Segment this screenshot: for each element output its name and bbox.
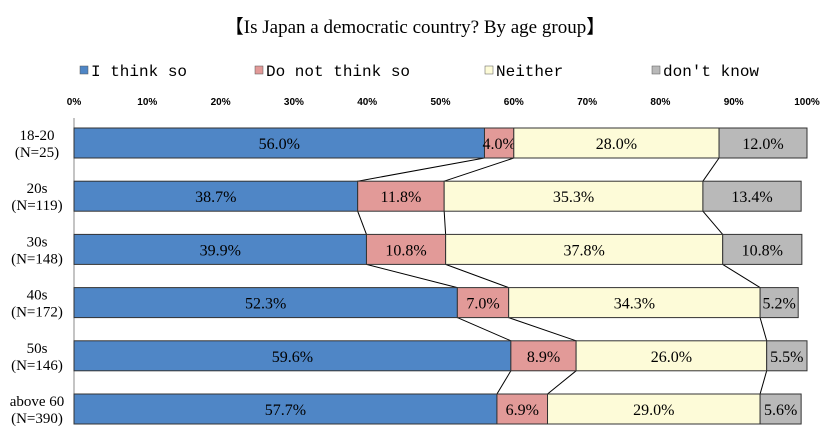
category-label: 18-20 bbox=[20, 128, 55, 144]
x-tick-label: 20% bbox=[211, 97, 231, 108]
data-label: 5.2% bbox=[762, 296, 795, 313]
series-line bbox=[357, 211, 367, 235]
data-label: 11.8% bbox=[381, 189, 422, 206]
category-label: (N=148) bbox=[11, 251, 63, 267]
x-tick-label: 70% bbox=[577, 97, 597, 108]
series-line bbox=[457, 317, 512, 342]
bar-segment-2 bbox=[508, 287, 761, 319]
x-tick-label: 90% bbox=[724, 97, 744, 108]
data-label: 10.8% bbox=[385, 242, 426, 259]
category-label: 50s bbox=[27, 341, 48, 357]
bar-segment-1 bbox=[510, 340, 577, 372]
series-line bbox=[759, 317, 768, 341]
legend-label-0: I think so bbox=[91, 63, 187, 81]
legend-swatch-3 bbox=[651, 65, 661, 75]
data-label: 29.0% bbox=[633, 402, 674, 419]
bar-segment-1 bbox=[496, 393, 549, 425]
data-label: 4.0% bbox=[482, 136, 515, 153]
series-line bbox=[702, 157, 720, 182]
category-label: 30s bbox=[27, 234, 48, 250]
bar-segment-0 bbox=[73, 393, 498, 425]
category-label: (N=390) bbox=[11, 411, 63, 427]
bar-segment-3 bbox=[722, 233, 803, 265]
series-lines bbox=[357, 157, 768, 395]
data-label: 8.9% bbox=[527, 349, 560, 366]
legend-label-2: Neither bbox=[496, 63, 563, 81]
y-axis: 18-20(N=25) 20s(N=119) 30s(N=148) 40s(N=172… bbox=[10, 128, 65, 427]
category-label: (N=172) bbox=[11, 305, 63, 321]
category-label: (N=119) bbox=[11, 198, 62, 214]
data-label: 59.6% bbox=[272, 349, 313, 366]
legend-label-1: Do not think so bbox=[266, 63, 410, 81]
category-label: 20s bbox=[27, 181, 48, 197]
bar-segment-1 bbox=[365, 233, 447, 265]
x-tick-label: 100% bbox=[794, 97, 820, 108]
data-label: 10.8% bbox=[742, 242, 783, 259]
series-line bbox=[366, 263, 458, 289]
data-label: 57.7% bbox=[265, 402, 306, 419]
bar-segment-2 bbox=[575, 340, 768, 372]
data-label: 12.0% bbox=[742, 136, 783, 153]
bar-segment-1 bbox=[456, 287, 510, 319]
data-label: 35.3% bbox=[553, 189, 594, 206]
series-line bbox=[443, 211, 447, 235]
data-label: 26.0% bbox=[651, 349, 692, 366]
series-line bbox=[444, 157, 514, 182]
bar-segment-0 bbox=[73, 340, 512, 372]
series-line bbox=[759, 370, 768, 395]
bar-segment-3 bbox=[702, 180, 802, 212]
category-label: (N=25) bbox=[15, 145, 59, 161]
data-label: 38.7% bbox=[195, 189, 236, 206]
bar-segment-2 bbox=[445, 233, 724, 265]
x-tick-label: 30% bbox=[284, 97, 304, 108]
data-label: 13.4% bbox=[731, 189, 772, 206]
data-label: 5.5% bbox=[770, 349, 803, 366]
data-label: 6.9% bbox=[506, 402, 539, 419]
legend-swatch-2 bbox=[484, 65, 494, 75]
legend: I think so Do not think so Neither don't kn… bbox=[79, 63, 759, 81]
legend-label-3: don't know bbox=[663, 63, 759, 81]
x-tick-label: 40% bbox=[357, 97, 377, 108]
x-tick-label: 80% bbox=[650, 97, 670, 108]
bar-segment-3 bbox=[718, 127, 808, 159]
bar-segment-0 bbox=[73, 287, 458, 319]
bar-segment-0 bbox=[73, 180, 359, 212]
series-line bbox=[496, 370, 512, 395]
bar-segment-2 bbox=[513, 127, 720, 159]
x-tick-label: 50% bbox=[430, 97, 450, 108]
data-label: 28.0% bbox=[596, 136, 637, 153]
series-line bbox=[722, 263, 761, 289]
series-line bbox=[702, 210, 724, 235]
series-line bbox=[445, 263, 509, 289]
category-label: (N=146) bbox=[11, 358, 63, 374]
data-label: 39.9% bbox=[200, 242, 241, 259]
category-label: above 60 bbox=[10, 394, 65, 410]
chart-title: 【Is Japan a democratic country? By age g… bbox=[225, 16, 605, 38]
series-line bbox=[508, 317, 577, 342]
bar-segment-3 bbox=[766, 340, 808, 372]
bar-segment-3 bbox=[759, 287, 799, 319]
data-label: 56.0% bbox=[259, 136, 300, 153]
x-tick-label: 10% bbox=[137, 97, 157, 108]
bar-segment-0 bbox=[73, 233, 367, 265]
data-label: 5.6% bbox=[764, 402, 797, 419]
category-label: 40s bbox=[27, 288, 48, 304]
bar-segment-1 bbox=[483, 127, 515, 159]
series-line bbox=[357, 157, 485, 182]
bars: 56.0% 4.0% 28.0% 12.0% 38.7% 11.8% 35.3% 13.4% 3… bbox=[73, 127, 808, 425]
bar-segment-3 bbox=[759, 393, 802, 425]
series-line bbox=[547, 370, 577, 395]
legend-swatch-0 bbox=[79, 65, 89, 75]
data-label: 34.3% bbox=[614, 296, 655, 313]
data-label: 7.0% bbox=[466, 296, 499, 313]
data-label: 37.8% bbox=[564, 242, 605, 259]
data-label: 52.3% bbox=[245, 296, 286, 313]
legend-swatch-1 bbox=[254, 65, 264, 75]
x-tick-label: 60% bbox=[504, 97, 524, 108]
bar-segment-2 bbox=[547, 393, 761, 425]
x-tick-label: 0% bbox=[67, 97, 82, 108]
bar-segment-2 bbox=[443, 180, 704, 212]
